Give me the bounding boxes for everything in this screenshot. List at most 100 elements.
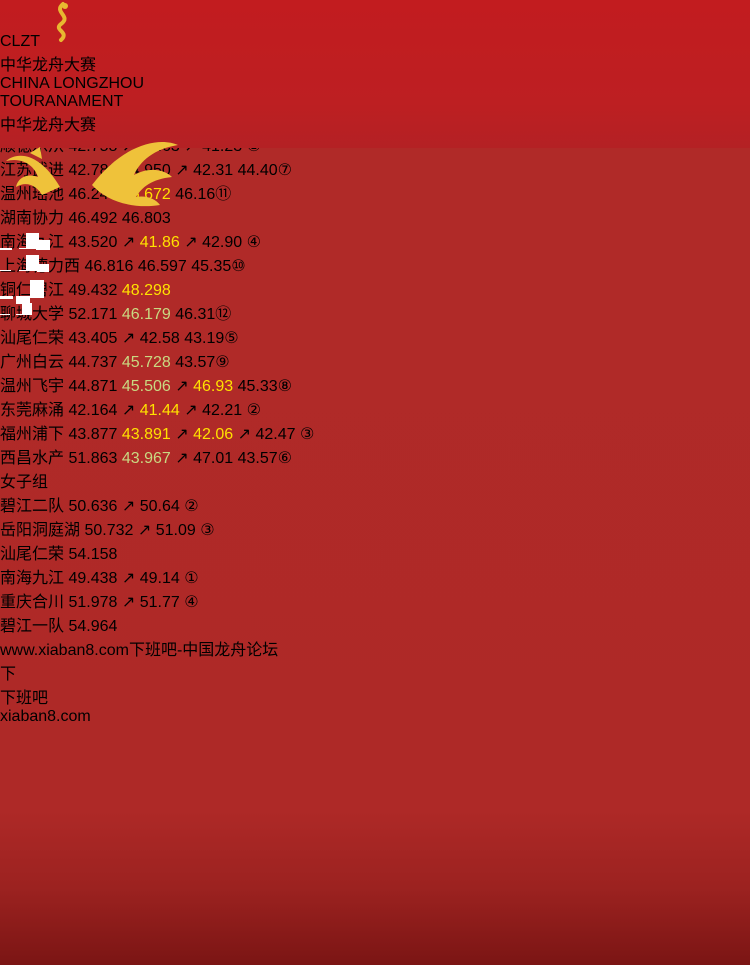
xiaban8-logo-name: 下班吧 bbox=[0, 690, 49, 707]
table-row: 汕尾仁荣 54.158 bbox=[0, 540, 750, 564]
prelim-time: 51.863 bbox=[68, 450, 118, 467]
prelim-time: 42.164 bbox=[68, 402, 118, 419]
table-row: 南海九江 43.520 ↗ 41.86 ↗ 42.90 ④ bbox=[0, 228, 750, 252]
org-name-en-line1: CHINA LONGZHOU bbox=[0, 75, 145, 92]
advance-arrow-icon: ↗ bbox=[121, 234, 136, 251]
advance-arrow-icon: ↗ bbox=[175, 426, 189, 443]
advance-arrow-icon: ↗ bbox=[175, 450, 189, 467]
advance-arrow-icon: ↗ bbox=[137, 522, 152, 539]
prelim-time: 51.978 bbox=[68, 594, 118, 611]
prelim-time: 50.636 bbox=[68, 498, 118, 515]
team-name: 西昌水产 bbox=[0, 450, 65, 467]
prelim-time: 52.171 bbox=[68, 306, 118, 323]
table-row: 福州浦下 43.877 43.891 ↗ 42.06 ↗ 42.47 ③ bbox=[0, 420, 750, 444]
table-row: 重庆合川 51.978 ↗ 51.77 ④ bbox=[0, 588, 750, 612]
team-name: 东莞麻涌 bbox=[0, 402, 65, 419]
women-section-label: 女子组 bbox=[0, 474, 49, 491]
semifinal-time: 41.44 bbox=[139, 402, 180, 419]
team-name: 上海德力西 bbox=[0, 258, 81, 275]
final-time: 42.21 ② bbox=[202, 402, 261, 419]
prelim-time: 54.964 bbox=[68, 618, 118, 635]
advance-arrow-icon: ↗ bbox=[121, 498, 136, 515]
minor-final-time: 45.33⑧ bbox=[237, 378, 292, 395]
table-row: 碧江二队 50.636 ↗ 50.64 ② bbox=[0, 492, 750, 516]
final-time: 51.09 ③ bbox=[155, 522, 215, 539]
xiaban8-logo-badge: 下 bbox=[0, 660, 750, 684]
ranking-time: 43.57⑨ bbox=[175, 354, 230, 371]
repechage-time: 46.803 bbox=[121, 210, 171, 227]
xiaban8-logo: 下 下班吧 xiaban8.com bbox=[0, 660, 750, 726]
team-name: 碧江二队 bbox=[0, 498, 65, 515]
org-name-en: CHINA LONGZHOU TOURANAMENT bbox=[0, 75, 750, 111]
shield-acronym: CLZT bbox=[0, 33, 40, 50]
semifinal-time: 42.31 bbox=[193, 162, 234, 179]
table-row: 西昌水产 51.863 43.967 ↗ 47.01 43.57⑥ bbox=[0, 444, 750, 468]
cloud-icon bbox=[0, 226, 26, 248]
prelim-time: 54.158 bbox=[68, 546, 118, 563]
repechage-time: 43.967 bbox=[121, 450, 171, 467]
table-row: 碧江一队 54.964 bbox=[0, 612, 750, 636]
final-time: 49.14 ① bbox=[139, 570, 199, 587]
team-name: 岳阳洞庭湖 bbox=[0, 522, 81, 539]
ranking-time: 46.31⑫ bbox=[175, 306, 232, 323]
table-row: 温州飞宇 44.871 45.506 ↗ 46.93 45.33⑧ bbox=[0, 372, 750, 396]
title-banner: 中华龙舟大赛 bbox=[0, 111, 750, 135]
advance-arrow-icon: ↗ bbox=[184, 402, 198, 419]
advance-arrow-icon: ↗ bbox=[121, 570, 136, 587]
org-name-en-line2: TOURANAMENT bbox=[0, 93, 124, 110]
team-name: 铜仁碧江 bbox=[0, 282, 65, 299]
table-row: 聊城大学 52.171 46.179 46.31⑫ bbox=[0, 300, 750, 324]
banner-title: 中华龙舟大赛 bbox=[0, 117, 97, 134]
ranking-time: 46.16⑪ bbox=[175, 186, 232, 203]
semifinal-time: 41.86 bbox=[139, 234, 180, 251]
table-row: 东莞麻涌 42.164 ↗ 41.44 ↗ 42.21 ② bbox=[0, 396, 750, 420]
team-name: 重庆合川 bbox=[0, 594, 65, 611]
cloud-icon bbox=[0, 270, 30, 296]
minor-final-time: 44.40⑦ bbox=[237, 162, 292, 179]
prelim-time: 50.732 bbox=[84, 522, 134, 539]
team-name: 湖南协力 bbox=[0, 210, 65, 227]
advance-arrow-icon: ↗ bbox=[121, 402, 136, 419]
semifinal-time: 42.06 bbox=[193, 426, 234, 443]
table-row: 铜仁碧江 49.432 48.298 bbox=[0, 276, 750, 300]
team-name: 汕尾仁荣 bbox=[0, 330, 65, 347]
team-name: 广州白云 bbox=[0, 354, 65, 371]
semifinal-time: 47.01 bbox=[193, 450, 234, 467]
advance-arrow-icon: ↗ bbox=[184, 234, 198, 251]
table-row: 汕尾仁荣 43.405 ↗ 42.58 43.19⑤ bbox=[0, 324, 750, 348]
final-time: 50.64 ② bbox=[139, 498, 199, 515]
final-time: 42.90 ④ bbox=[202, 234, 261, 251]
dragon-icon bbox=[57, 2, 69, 42]
footer-url: www.xiaban8.com下班吧-中国龙舟论坛 bbox=[0, 642, 279, 659]
minor-final-time: 43.19⑤ bbox=[184, 330, 239, 347]
table-row: 广州白云 44.737 45.728 43.57⑨ bbox=[0, 348, 750, 372]
repechage-time: 46.179 bbox=[121, 306, 171, 323]
repechage-time: 43.891 bbox=[121, 426, 171, 443]
repechage-time: 45.506 bbox=[121, 378, 171, 395]
prelim-time: 49.432 bbox=[68, 282, 118, 299]
advance-arrow-icon: ↗ bbox=[121, 330, 136, 347]
advance-arrow-icon: ↗ bbox=[175, 162, 189, 179]
dragon-tail-icon bbox=[92, 141, 179, 207]
team-name: 福州浦下 bbox=[0, 426, 65, 443]
final-time: 51.77 ④ bbox=[139, 594, 199, 611]
cloud-icon bbox=[0, 248, 26, 270]
prelim-time: 44.871 bbox=[68, 378, 118, 395]
org-name-cn: 中华龙舟大赛 bbox=[0, 57, 97, 74]
ranking-time: 45.35⑩ bbox=[191, 258, 246, 275]
xiaban8-logo-site: xiaban8.com bbox=[0, 708, 91, 725]
repechage-time: 48.298 bbox=[121, 282, 171, 299]
team-name: 南海九江 bbox=[0, 570, 65, 587]
dragon-head-icon bbox=[6, 147, 60, 195]
final-time: 42.47 ③ bbox=[255, 426, 315, 443]
table-row: 南海九江 49.438 ↗ 49.14 ① bbox=[0, 564, 750, 588]
team-name: 碧江一队 bbox=[0, 618, 65, 635]
table-row: 上海德力西 46.816 46.597 45.35⑩ bbox=[0, 252, 750, 276]
team-name: 温州飞宇 bbox=[0, 378, 65, 395]
prelim-time: 43.877 bbox=[68, 426, 118, 443]
minor-final-time: 43.57⑥ bbox=[237, 450, 292, 467]
advance-arrow-icon: ↗ bbox=[121, 594, 136, 611]
semifinal-time: 46.93 bbox=[193, 378, 234, 395]
team-name: 聊城大学 bbox=[0, 306, 65, 323]
